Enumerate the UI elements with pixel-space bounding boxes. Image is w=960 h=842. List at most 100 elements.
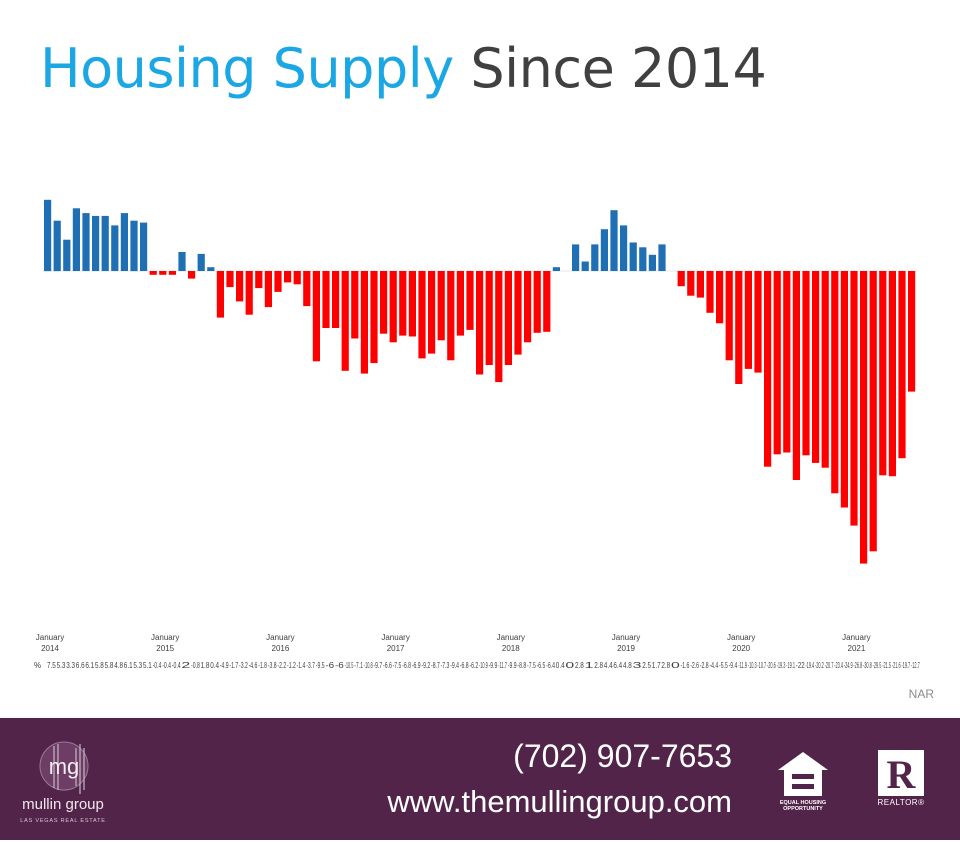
data-label-26: -1.4 [297,661,306,670]
title-rest: Since 2014 [470,37,767,100]
bar-42 [447,271,455,361]
data-label-39: -9.2 [421,661,430,670]
bar-53 [552,267,560,271]
company-logo[interactable]: mg mullin group LAS VEGAS REAL ESTATE [16,732,116,842]
bar-78 [792,271,800,480]
data-label-81: -20.7 [825,661,834,670]
data-label-11: -0.4 [153,661,162,670]
bar-86 [869,271,877,552]
bar-1 [53,220,61,272]
bar-51 [533,271,541,333]
bar-3 [72,208,80,271]
bar-59 [610,210,618,271]
bar-5 [92,215,100,271]
data-label-46: -9.9 [489,661,498,670]
equal-housing-icon [778,752,828,796]
realtor-icon: R [878,750,924,797]
bar-71 [725,271,733,361]
logo-badge-icon: mg [39,741,89,794]
bar-87 [879,271,887,476]
data-label-5: 5.8 [95,661,104,670]
x-tick-label-2-1: 2016 [272,644,290,653]
data-label-63: 1.7 [652,661,661,670]
logo-name: mullin group [22,796,104,813]
bar-50 [524,271,532,343]
equal-housing-label: EQUAL HOUSING OPPORTUNITY [779,800,827,812]
bar-90 [908,271,916,392]
bar-18 [216,271,224,318]
realtor-logo: R REALTOR® [870,748,932,810]
bar-80 [812,271,820,463]
x-tick-label-1-1: 2015 [156,644,174,653]
phone-number[interactable]: (702) 907-7653 [513,738,732,774]
data-label-67: -2.6 [690,661,699,670]
bar-85 [860,271,868,564]
bar-23 [264,271,272,308]
data-label-0: 7.5 [47,661,56,670]
data-label-8: 6.1 [124,661,133,670]
data-label-45: -10.9 [479,661,488,670]
data-label-44: -6.2 [469,661,478,670]
equal-housing-logo: EQUAL HOUSING OPPORTUNITY [772,748,834,812]
data-label-9: 5.3 [133,661,142,670]
data-label-65: 0 [671,661,681,670]
data-label-41: -7.3 [441,661,450,670]
bar-43 [456,271,464,336]
bar-chart: January 2014 January 2015 January 2016 January… [34,199,920,670]
x-tick-label-1-0: January [151,633,179,642]
bar-47 [495,271,503,383]
data-label-37: -6.8 [402,661,411,670]
bar-21 [245,271,253,315]
bar-29 [322,271,330,328]
x-tick-label-0-0: January [36,633,64,642]
realtor-label: REALTOR® [877,798,925,807]
bar-81 [821,271,829,468]
bar-70 [716,271,724,324]
x-tick-label-3-0: January [381,633,409,642]
bar-0 [44,199,52,272]
svg-text:R: R [887,752,917,797]
data-label-30: -6 [335,661,344,670]
data-label-56: 1 [585,661,595,670]
x-tick-label-4-1: 2018 [502,644,520,653]
data-label-31: -10.5 [345,661,354,670]
data-label-84: -26.8 [853,661,862,670]
data-label-25: -1.2 [287,661,296,670]
data-label-36: -7.5 [393,661,402,670]
bar-75 [764,271,772,467]
data-label-74: -10.7 [757,661,766,670]
data-label-43: -6.8 [460,661,469,670]
bar-4 [82,213,90,271]
title-highlight: Housing Supply [40,37,454,100]
bar-31 [341,271,349,371]
data-label-23: -3.8 [268,661,277,670]
data-label-3: 6.6 [76,661,85,670]
x-tick-label-7-1: 2021 [848,644,866,653]
bar-77 [783,271,791,453]
website-link[interactable]: www.themullingroup.com [387,784,732,819]
x-tick-label-5-1: 2019 [617,644,635,653]
data-label-16: 1.8 [201,661,210,670]
bar-82 [831,271,839,494]
data-label-82: -23.4 [834,661,843,670]
bar-46 [485,271,493,365]
data-label-20: -3.2 [239,661,248,670]
data-label-86: -29.5 [873,661,882,670]
data-label-78: -22 [796,661,805,670]
bar-64 [658,244,666,271]
bar-88 [888,271,896,477]
data-label-34: -9.7 [373,661,382,670]
data-label-7: 4.8 [114,661,123,670]
data-label-52: -6.4 [546,661,555,670]
bar-57 [591,244,599,271]
data-label-24: -2.2 [277,661,286,670]
data-label-59: 6.4 [613,661,622,670]
x-tick-label-6-1: 2020 [732,644,750,653]
data-label-66: -1.6 [681,661,690,670]
data-label-29: -6 [325,661,334,670]
data-label-40: -8.7 [431,661,440,670]
bar-28 [312,271,320,362]
logo-initials: mg [49,754,80,779]
bar-72 [735,271,743,384]
data-label-6: 5.8 [105,661,114,670]
